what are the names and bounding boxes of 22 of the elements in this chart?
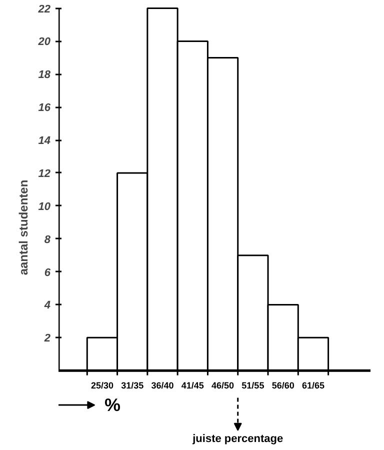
x-tick-label: 25/30 [90,380,114,391]
y-tick-label: 2 [43,332,51,345]
y-tick-label: 22 [37,3,51,16]
x-tick-label: 41/45 [181,380,204,391]
x-tick-label: 61/65 [302,380,324,391]
x-tick-label: 56/60 [272,380,294,391]
x-axis-title: % [104,395,121,416]
y-tick-label: 16 [38,102,52,114]
x-tick-label: 31/35 [121,380,144,391]
x-tick-label: 36/40 [151,380,174,391]
y-tick-label: 6 [44,266,52,279]
y-tick-label: 12 [38,168,51,180]
text: juiste percentage [192,432,284,445]
x-tick-label: 46/50 [212,380,234,391]
y-axis-title: aantal studenten [16,180,30,276]
y-tick-label: 18 [38,69,52,82]
y-tick-label: 14 [38,135,51,148]
y-tick-label: 20 [37,36,52,48]
y-tick-label: 8 [44,234,52,246]
x-tick-label: 51/55 [242,380,264,391]
y-tick-label: 4 [43,300,51,312]
y-tick-label: 10 [38,200,52,213]
